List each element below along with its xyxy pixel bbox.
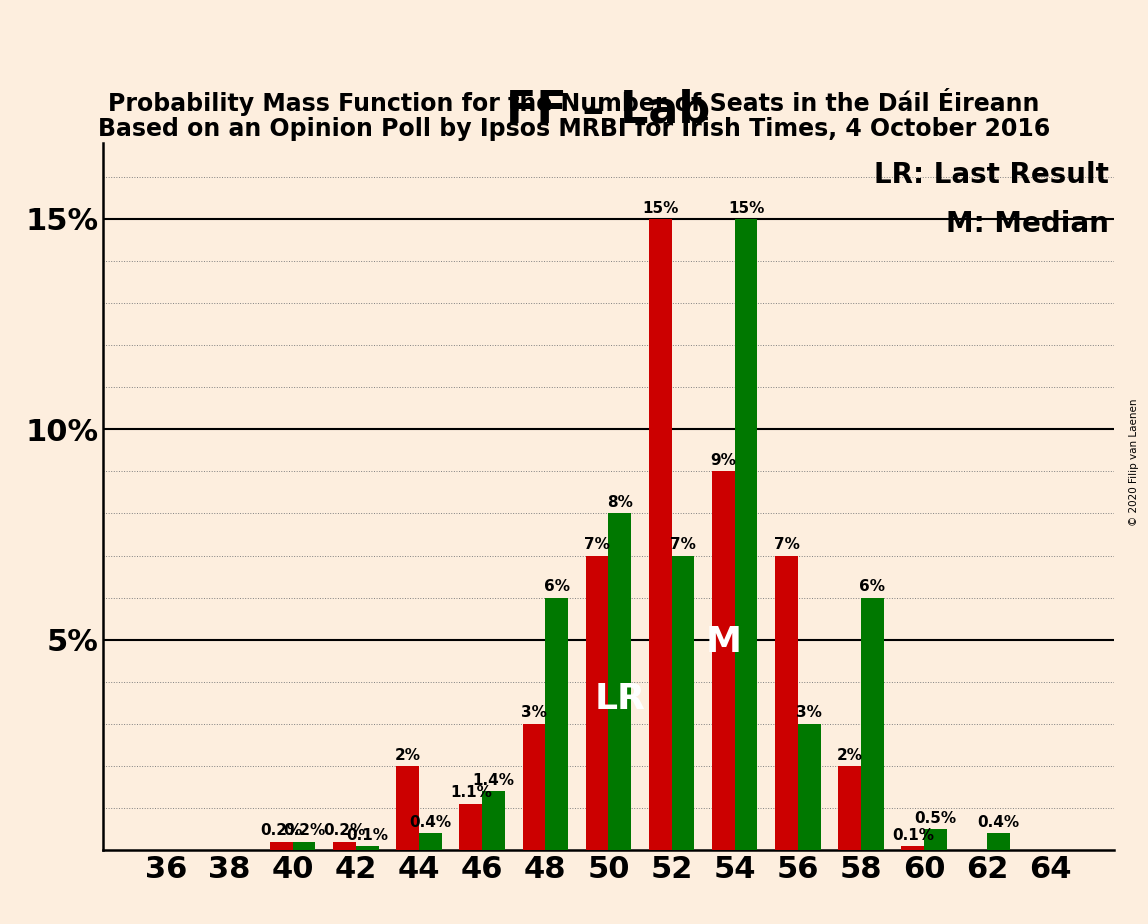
Text: LR: Last Result: LR: Last Result	[874, 161, 1109, 188]
Text: 7%: 7%	[584, 537, 610, 553]
Text: 0.2%: 0.2%	[324, 823, 366, 838]
Bar	[924, 829, 947, 850]
Text: 0.2%: 0.2%	[282, 823, 325, 838]
Text: M: Median: M: Median	[946, 211, 1109, 238]
Bar	[482, 791, 505, 850]
Bar	[270, 842, 293, 850]
Bar	[712, 471, 735, 850]
Text: 0.5%: 0.5%	[915, 810, 956, 826]
Text: © 2020 Filip van Laenen: © 2020 Filip van Laenen	[1128, 398, 1139, 526]
Bar	[459, 804, 482, 850]
Text: 15%: 15%	[642, 201, 678, 215]
Bar	[522, 723, 545, 850]
Text: 15%: 15%	[728, 201, 765, 215]
Text: 0.1%: 0.1%	[892, 828, 933, 843]
Text: 0.2%: 0.2%	[261, 823, 303, 838]
Bar	[861, 598, 884, 850]
Bar	[356, 845, 379, 850]
Text: 0.4%: 0.4%	[978, 815, 1019, 830]
Bar	[987, 833, 1010, 850]
Bar	[649, 219, 672, 850]
Text: 6%: 6%	[860, 579, 885, 594]
Bar	[396, 766, 419, 850]
Text: 1.1%: 1.1%	[450, 785, 491, 800]
Bar	[838, 766, 861, 850]
Text: 6%: 6%	[544, 579, 569, 594]
Bar	[585, 555, 608, 850]
Bar	[672, 555, 695, 850]
Text: 2%: 2%	[837, 748, 862, 762]
Text: Based on an Opinion Poll by Ipsos MRBI for Irish Times, 4 October 2016: Based on an Opinion Poll by Ipsos MRBI f…	[98, 117, 1050, 141]
Bar	[608, 514, 631, 850]
Bar	[798, 723, 821, 850]
Text: 9%: 9%	[711, 453, 736, 468]
Text: 3%: 3%	[521, 706, 546, 721]
Bar	[545, 598, 568, 850]
Text: LR: LR	[595, 682, 645, 715]
Text: 7%: 7%	[670, 537, 696, 553]
Text: 2%: 2%	[395, 748, 420, 762]
Text: M: M	[705, 625, 742, 659]
Text: 0.4%: 0.4%	[410, 815, 451, 830]
Text: Probability Mass Function for the Number of Seats in the Dáil Éireann: Probability Mass Function for the Number…	[108, 88, 1040, 116]
Text: 1.4%: 1.4%	[473, 772, 514, 788]
Text: 8%: 8%	[607, 495, 633, 510]
Bar	[419, 833, 442, 850]
Title: FF – Lab: FF – Lab	[506, 89, 711, 131]
Text: 0.1%: 0.1%	[347, 828, 388, 843]
Bar	[293, 842, 316, 850]
Bar	[333, 842, 356, 850]
Bar	[735, 219, 758, 850]
Text: 3%: 3%	[797, 706, 822, 721]
Bar	[901, 845, 924, 850]
Bar	[775, 555, 798, 850]
Text: 7%: 7%	[774, 537, 799, 553]
